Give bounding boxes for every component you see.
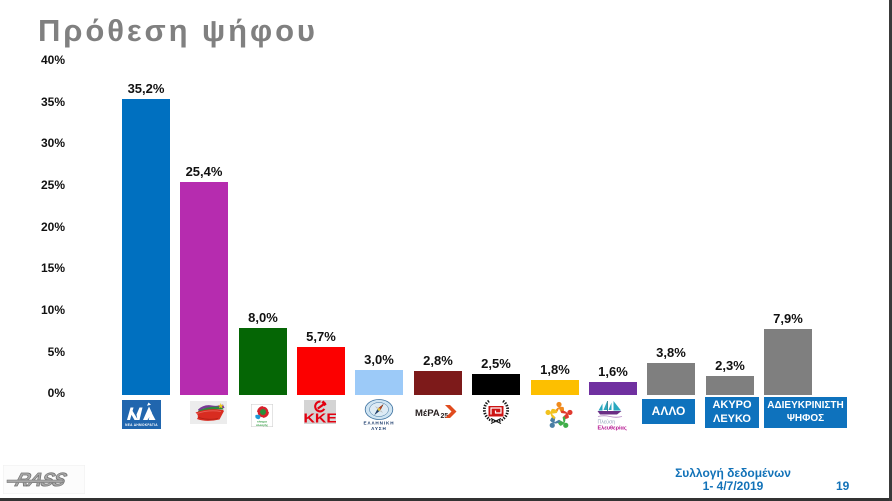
svg-text:Πλεύση: Πλεύση: [598, 420, 616, 426]
svg-text:Ελευθερίας: Ελευθερίας: [598, 425, 627, 431]
svg-text:ΕΛΛΗΝΙΚΗ: ΕΛΛΗΝΙΚΗ: [364, 421, 395, 426]
svg-text:κίνημα: κίνημα: [257, 420, 267, 424]
svg-text:ΚΚΕ: ΚΚΕ: [304, 412, 336, 424]
svg-text:ΛΥΣΗ: ΛΥΣΗ: [371, 426, 386, 431]
svg-text:ΝΕΑ ΔΗΜΟΚΡΑΤΙΑ: ΝΕΑ ΔΗΜΟΚΡΑΤΙΑ: [125, 423, 158, 427]
svg-text:αλλαγής: αλλαγής: [256, 423, 268, 427]
svg-text:25: 25: [441, 413, 449, 420]
svg-text:ΜέΡΑ: ΜέΡΑ: [415, 408, 440, 419]
